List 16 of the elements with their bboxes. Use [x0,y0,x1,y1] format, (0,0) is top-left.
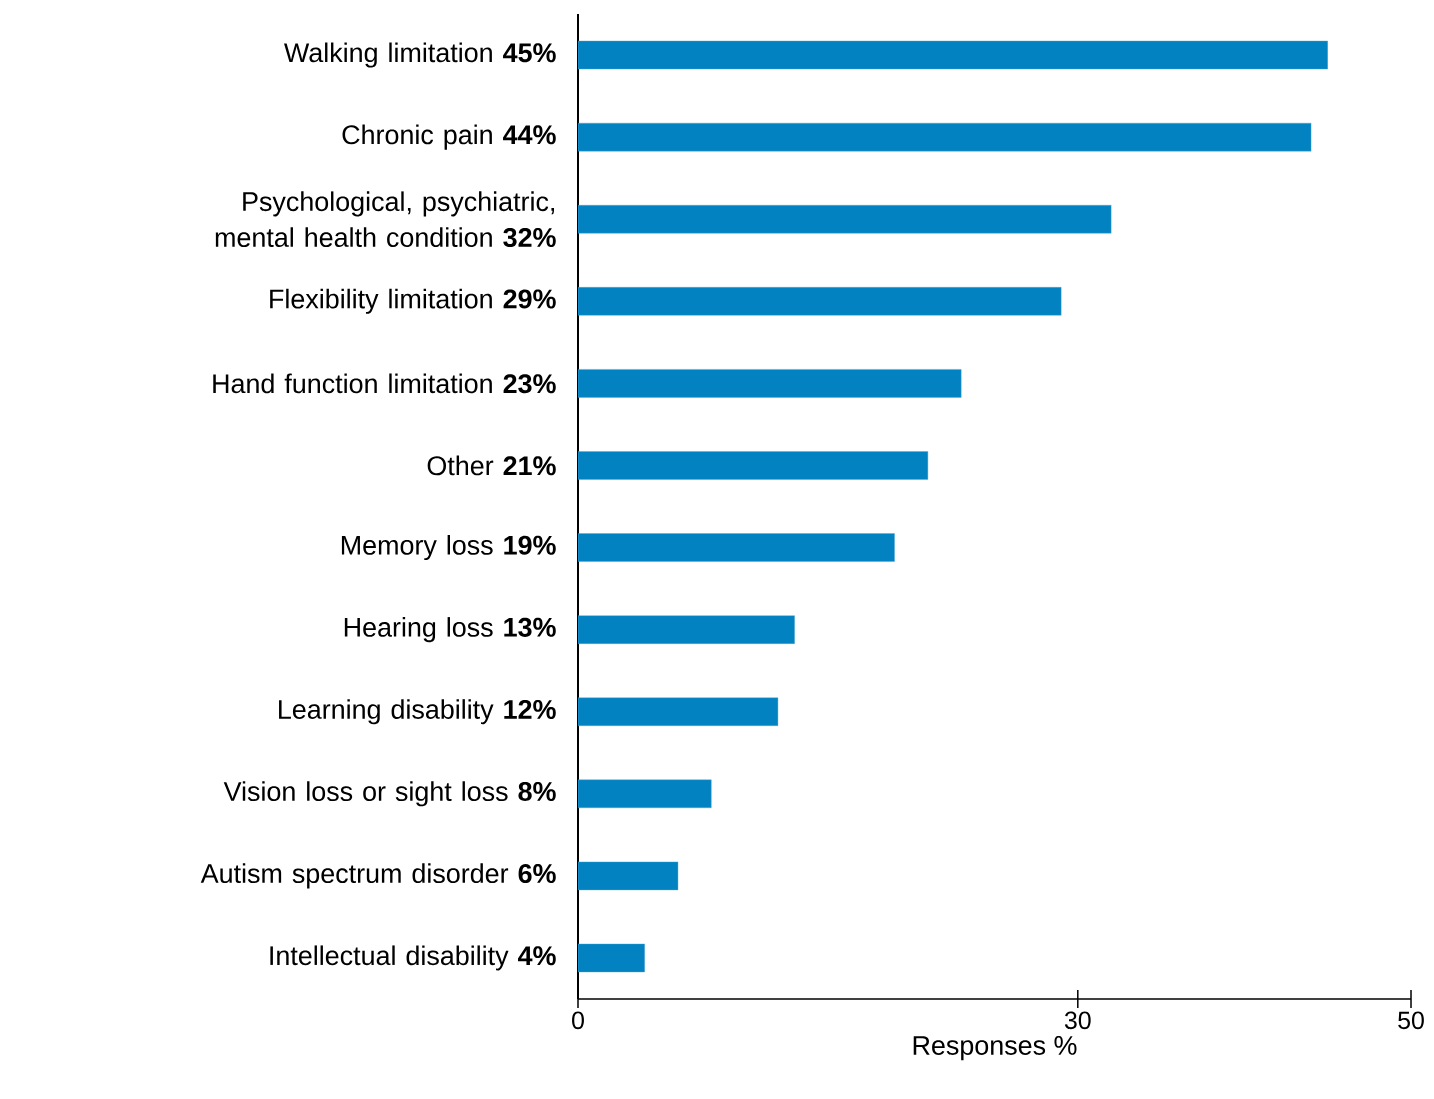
y-tick-label: Psychological, psychiatric, mental health condition 32% [215,191,556,248]
y-tick-label: Hand function limitation 23% [213,373,556,394]
y-tick-label: Vision loss or sight loss 8% [223,781,556,807]
x-tick-label: 50 [1398,1011,1424,1030]
x-axis-title: Responses % [913,1036,1077,1061]
y-tick-label: Hearing loss 13% [344,617,556,643]
y-tick-label: Intellectual disability 4% [270,945,556,971]
y-tick-label: Chronic pain 44% [342,124,556,150]
y-tick-label: Other 21% [427,455,556,476]
y-tick-label: Walking limitation 45% [284,42,556,68]
y-tick-label: Memory loss 19% [341,535,556,561]
x-tick-label: 30 [1064,1011,1091,1030]
x-tick-label: 0 [572,1011,584,1030]
y-tick-label: Flexibility limitation 29% [270,288,556,314]
y-tick-label: Learning disability 12% [279,699,556,725]
y-tick-label: Autism spectrum disorder 6% [200,863,556,889]
